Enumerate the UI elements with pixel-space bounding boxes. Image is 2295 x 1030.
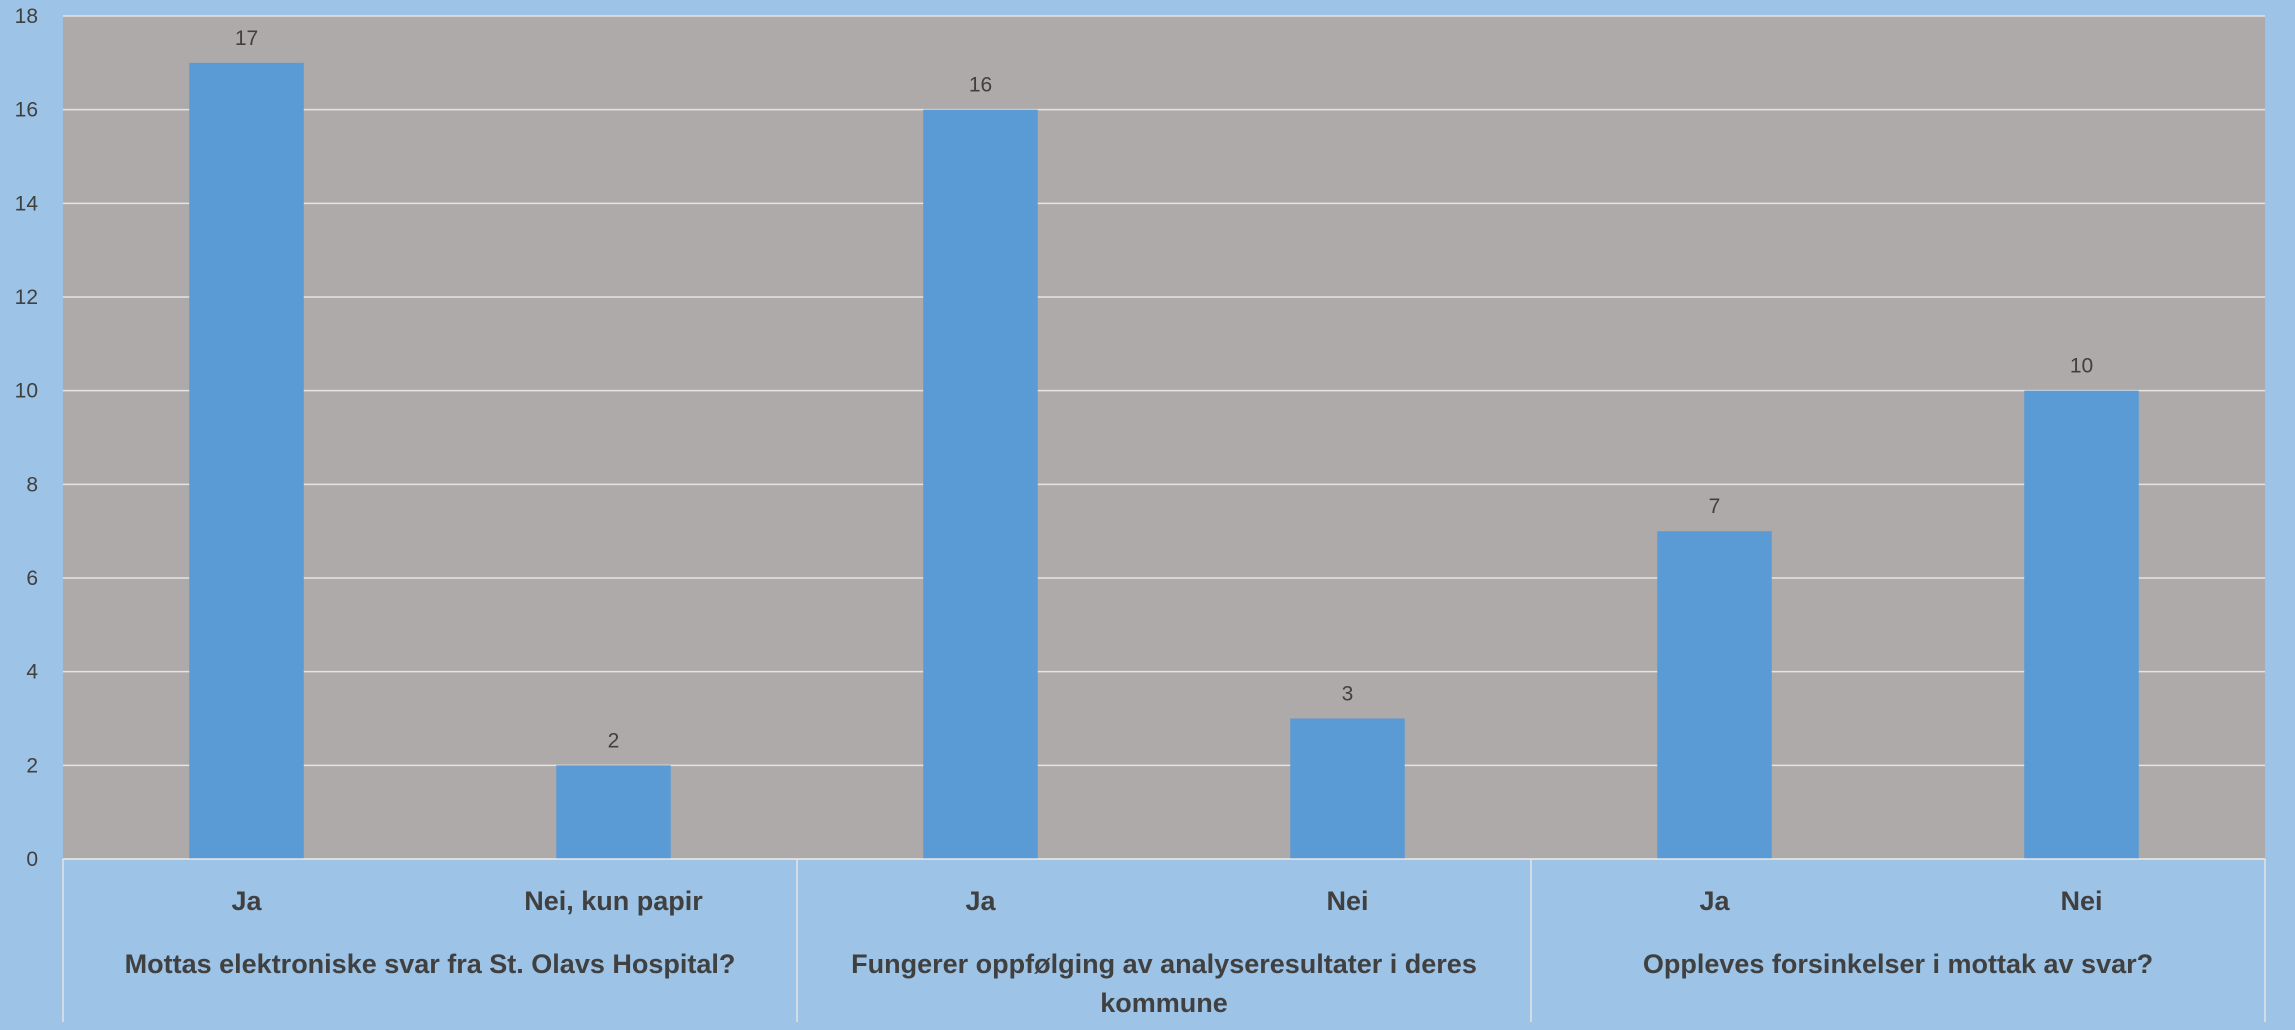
bar bbox=[1290, 718, 1405, 859]
data-label: 2 bbox=[608, 729, 620, 752]
y-tick-label: 6 bbox=[26, 567, 38, 590]
data-labels: 17 2 16 3 7 10 bbox=[235, 27, 2093, 752]
category-label: Ja bbox=[231, 886, 262, 916]
y-axis-ticks: 0 2 4 6 8 10 12 14 16 18 bbox=[15, 5, 39, 871]
y-tick-label: 12 bbox=[15, 286, 38, 309]
category-label: Ja bbox=[1699, 886, 1730, 916]
y-tick-label: 4 bbox=[26, 661, 38, 684]
y-tick-label: 16 bbox=[15, 99, 38, 122]
group-label: Fungerer oppfølging av analyseresultater… bbox=[851, 949, 1477, 1018]
gridlines bbox=[63, 15, 2265, 860]
category-label: Nei bbox=[2060, 886, 2102, 916]
data-label: 7 bbox=[1709, 495, 1721, 518]
bar bbox=[923, 109, 1038, 859]
group-label: Oppleves forsinkelser i mottak av svar? bbox=[1643, 949, 2153, 979]
y-tick-label: 10 bbox=[15, 380, 38, 403]
bar bbox=[189, 62, 304, 860]
x-axis: Ja Nei, kun papir Mottas elektroniske svar… bbox=[62, 858, 2266, 1022]
data-label: 17 bbox=[235, 27, 258, 50]
data-label: 3 bbox=[1342, 683, 1354, 706]
y-tick-label: 0 bbox=[26, 848, 38, 871]
category-label: Ja bbox=[965, 886, 996, 916]
plot-area bbox=[63, 16, 2265, 859]
y-tick-label: 8 bbox=[26, 473, 38, 496]
group-label: Mottas elektroniske svar fra St. Olavs H… bbox=[125, 949, 736, 979]
bar bbox=[1657, 531, 1772, 859]
y-tick-label: 14 bbox=[15, 192, 39, 215]
bar bbox=[556, 765, 671, 859]
y-tick-label: 18 bbox=[15, 5, 38, 28]
bars bbox=[189, 62, 2139, 860]
category-label: Nei bbox=[1326, 886, 1368, 916]
data-label: 10 bbox=[2070, 355, 2093, 378]
y-tick-label: 2 bbox=[26, 754, 38, 777]
data-label: 16 bbox=[969, 74, 992, 97]
bar bbox=[2024, 390, 2139, 859]
category-label: Nei, kun papir bbox=[524, 886, 703, 916]
